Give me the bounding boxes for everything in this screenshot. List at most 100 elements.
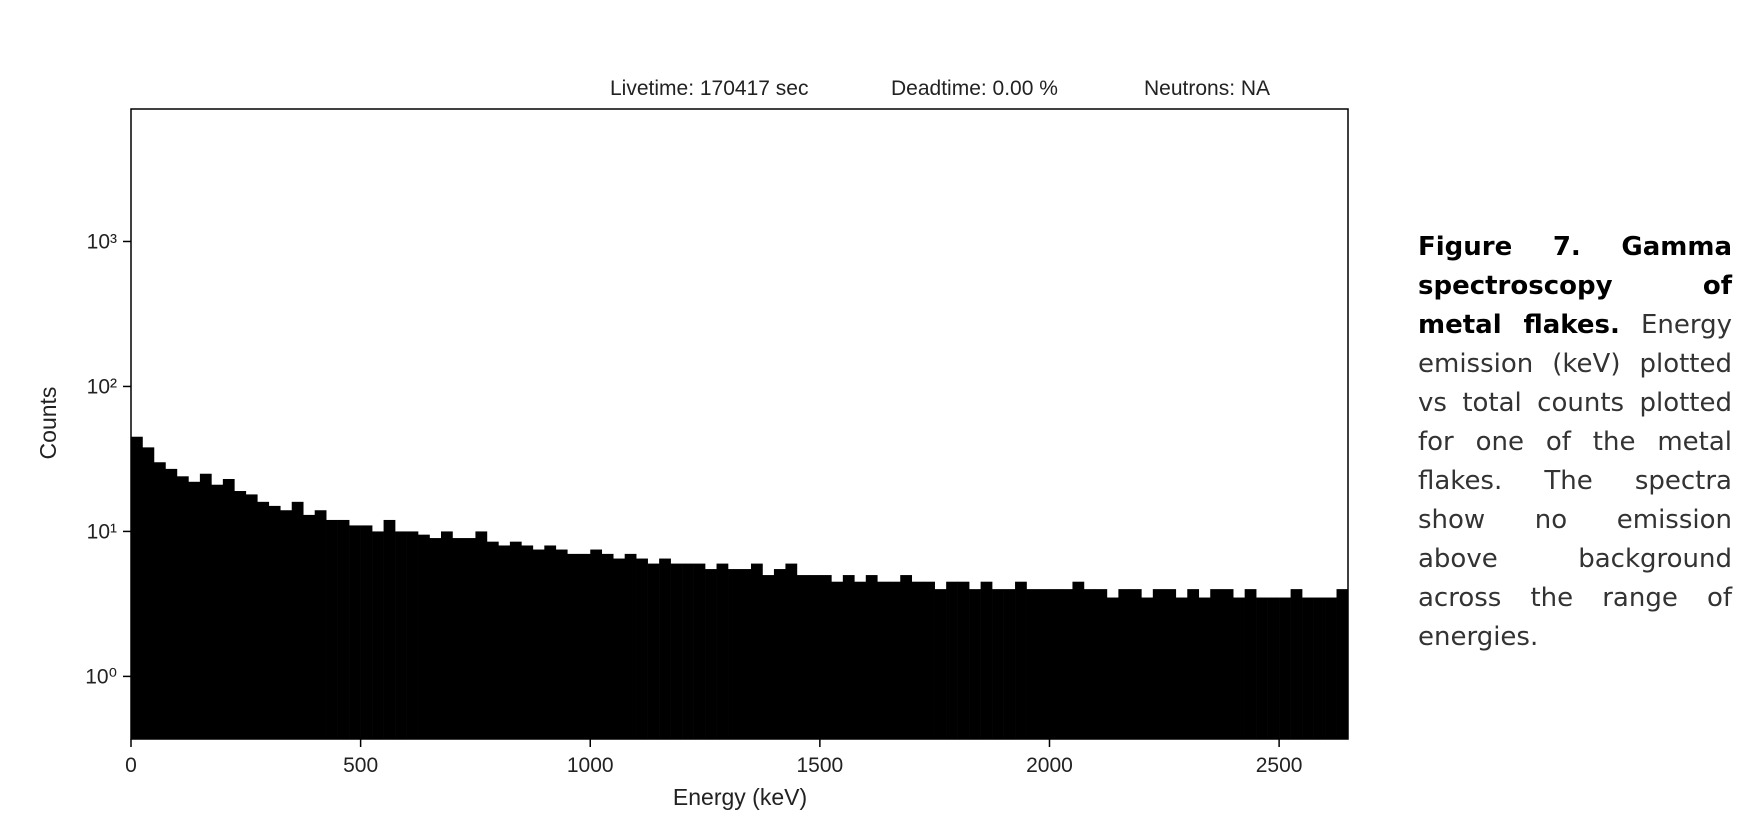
bar <box>521 545 534 739</box>
bar <box>1164 589 1177 739</box>
bar <box>854 581 867 739</box>
bar <box>842 575 855 739</box>
bar <box>475 531 488 739</box>
bar <box>900 575 913 739</box>
x-tick-label: 500 <box>343 754 378 777</box>
bar <box>1313 597 1326 739</box>
bar <box>142 447 155 739</box>
bar <box>1152 589 1165 739</box>
bar <box>1221 589 1234 739</box>
bar <box>211 484 224 739</box>
bar <box>395 531 407 739</box>
bar <box>188 481 201 739</box>
bar <box>131 436 143 739</box>
x-tick-label: 2000 <box>1026 754 1073 777</box>
bar <box>590 549 603 739</box>
bar <box>819 575 832 739</box>
bar <box>452 538 465 739</box>
bar <box>578 553 591 739</box>
bar <box>1187 589 1200 739</box>
bar <box>636 558 648 739</box>
bar <box>372 531 384 739</box>
bar <box>1198 597 1211 739</box>
bar <box>957 581 970 739</box>
bar <box>1325 597 1337 739</box>
x-tick-label: 0 <box>125 754 137 777</box>
bar <box>693 563 706 739</box>
bar <box>314 510 327 739</box>
bar <box>326 519 338 739</box>
bar <box>1060 589 1073 739</box>
bar <box>176 476 189 739</box>
y-tick-label: 10⁰ <box>85 665 117 688</box>
bar <box>360 525 373 739</box>
bar <box>613 558 625 739</box>
bar <box>153 462 166 739</box>
bar <box>532 549 545 739</box>
bar <box>1210 589 1223 739</box>
bar <box>406 531 419 739</box>
bar <box>877 581 890 739</box>
bar <box>1072 581 1085 739</box>
bar <box>1026 589 1039 739</box>
bar <box>1267 597 1280 739</box>
bar <box>418 534 430 739</box>
bar <box>245 494 258 739</box>
bar <box>1129 589 1142 739</box>
bar <box>911 581 924 739</box>
bar <box>1106 597 1119 739</box>
bar <box>946 581 958 739</box>
y-tick-label: 10¹ <box>87 520 117 543</box>
bar <box>1083 589 1096 739</box>
bar <box>1175 597 1188 739</box>
bar <box>234 491 247 739</box>
annotation: Neutrons: NA <box>1144 77 1270 100</box>
bar <box>1095 589 1108 739</box>
bar <box>1290 589 1303 739</box>
caption-label: Figure 7. Gamma spectroscopy of metal fl… <box>1418 232 1732 340</box>
bar <box>567 553 580 739</box>
x-tick-label: 2500 <box>1256 754 1303 777</box>
bar <box>1118 589 1131 739</box>
bar <box>624 553 637 739</box>
bar <box>498 545 511 739</box>
bar <box>165 468 178 739</box>
bar <box>808 575 821 739</box>
chart: Energy (keV) Counts Livetime: 170417 sec D… <box>35 77 1349 810</box>
bar <box>1233 597 1245 739</box>
bar <box>785 563 798 739</box>
bar <box>831 581 844 739</box>
bar <box>1038 589 1050 739</box>
bar <box>969 589 981 739</box>
bar <box>544 545 557 739</box>
bar <box>555 549 568 739</box>
x-axis-title: Energy (keV) <box>673 784 807 810</box>
bar <box>222 478 235 739</box>
bar <box>280 510 293 739</box>
bar <box>659 558 671 739</box>
bar <box>934 589 947 739</box>
bar <box>463 538 476 739</box>
bar <box>1141 597 1154 739</box>
bar <box>257 501 270 739</box>
bar <box>1336 589 1349 739</box>
y-tick-label: 10³ <box>87 230 117 253</box>
bar <box>601 553 614 739</box>
bar <box>670 563 683 739</box>
bar <box>303 514 315 739</box>
bar <box>1003 589 1016 739</box>
bar <box>773 569 786 739</box>
bar <box>888 581 901 739</box>
bar <box>716 563 729 739</box>
bar <box>705 569 717 739</box>
caption-text: Energy emission (keV) plotted vs total c… <box>1418 310 1733 652</box>
bar <box>440 531 453 739</box>
bar <box>647 563 660 739</box>
y-axis-title: Counts <box>35 387 61 460</box>
bar <box>1279 597 1291 739</box>
bar <box>980 581 993 739</box>
bar <box>349 525 361 739</box>
annotation: Deadtime: 0.00 % <box>891 77 1058 100</box>
bar <box>429 538 442 739</box>
